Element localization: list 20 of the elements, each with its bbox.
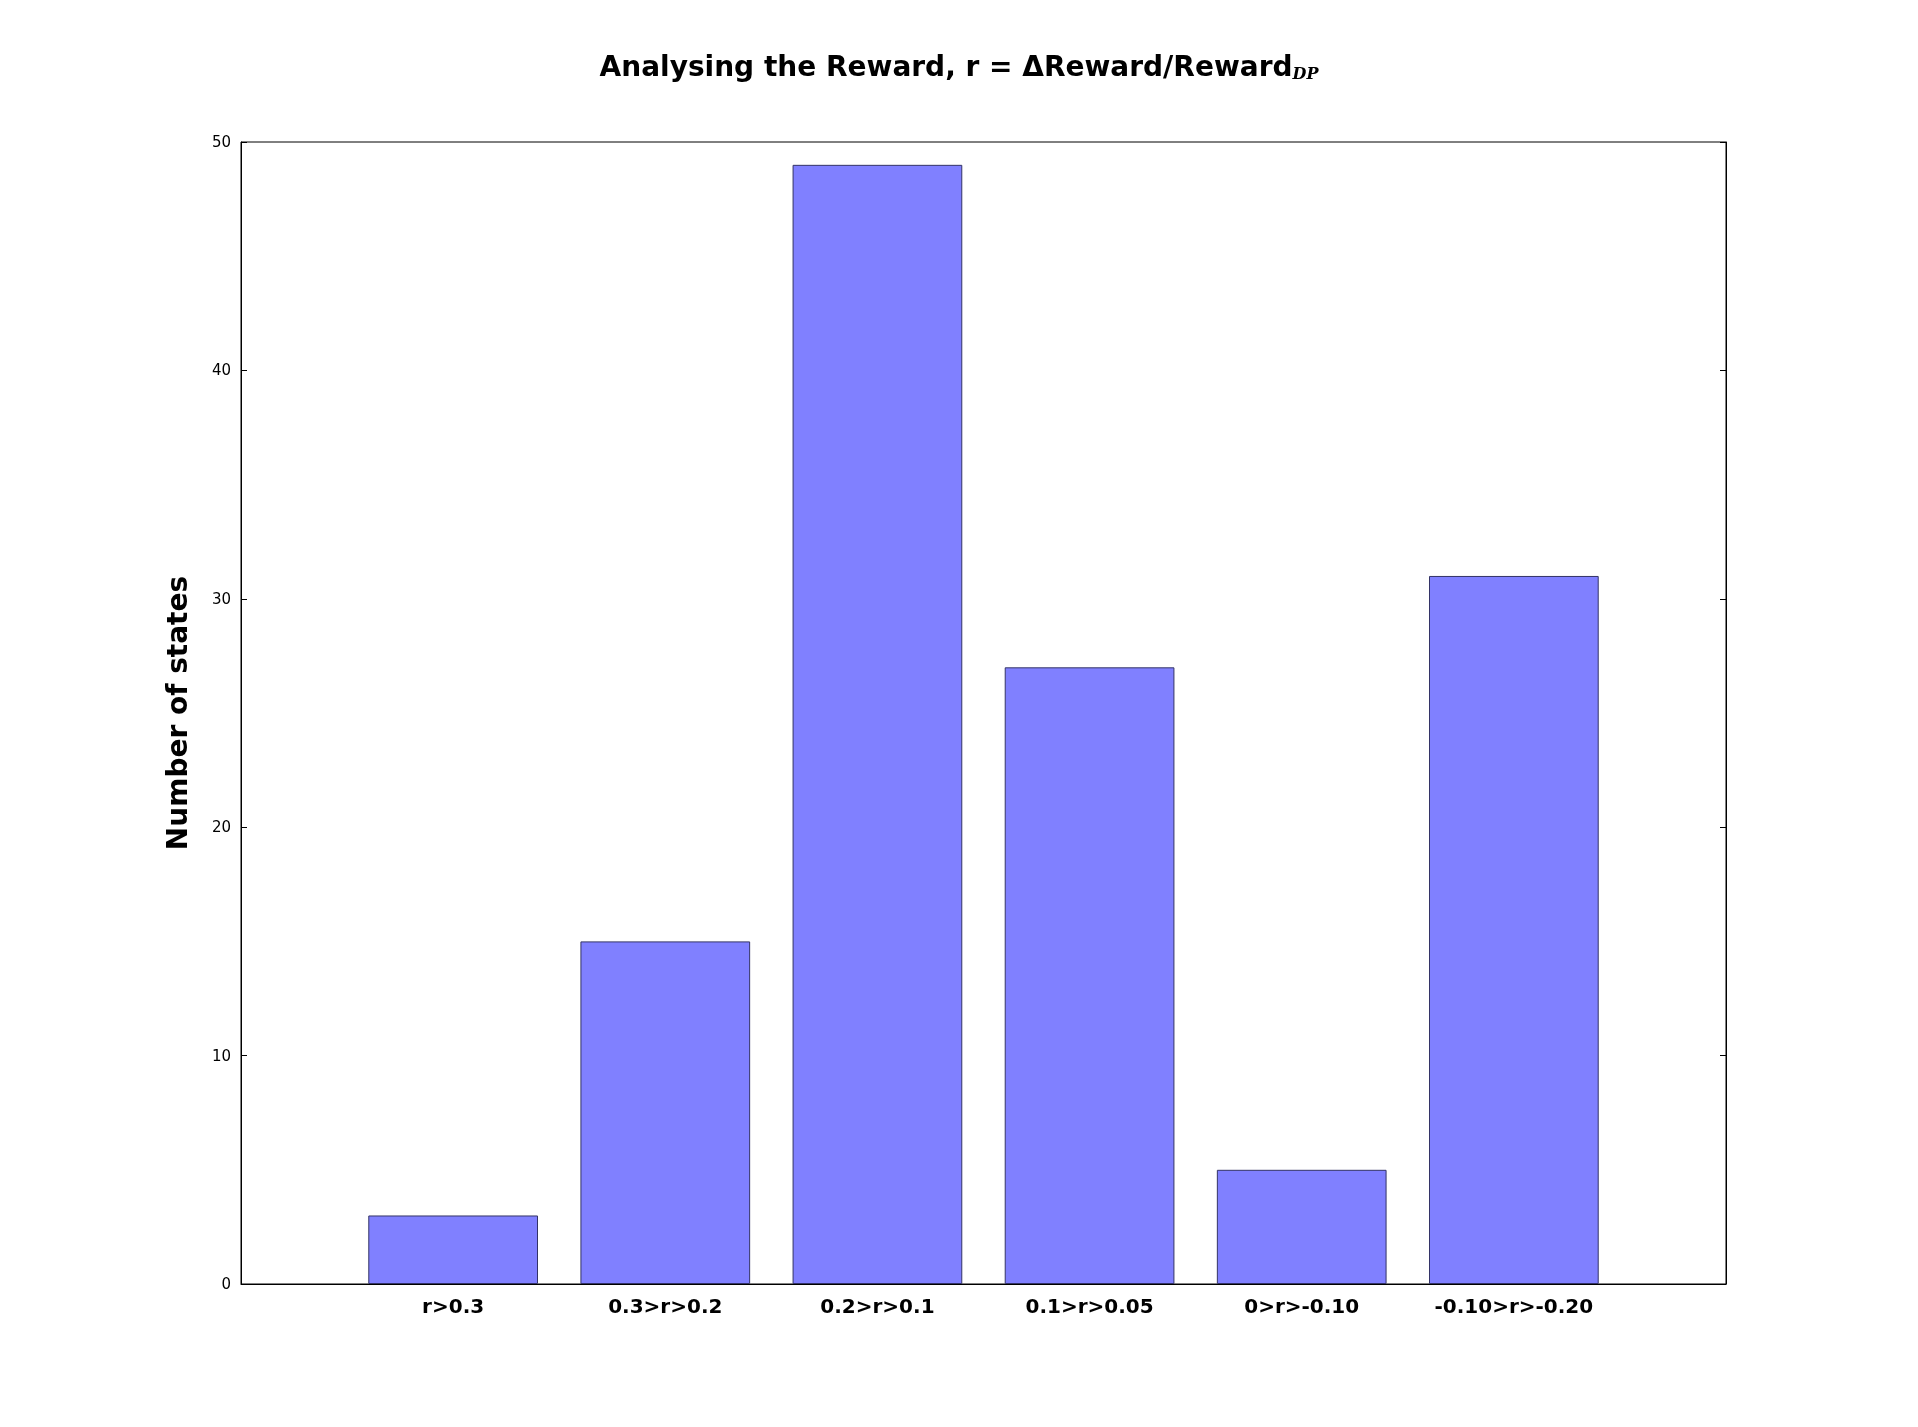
bar — [1429, 575, 1599, 1284]
y-tick-label: 30 — [211, 589, 231, 608]
x-tick-label: 0>r>-0.10 — [1244, 1294, 1360, 1318]
x-tick-label: -0.10>r>-0.20 — [1434, 1294, 1594, 1318]
x-tick-label: 0.2>r>0.1 — [820, 1294, 935, 1318]
bar — [792, 164, 963, 1284]
bar — [1216, 1169, 1387, 1284]
x-tick-label: r>0.3 — [422, 1294, 485, 1318]
bar — [580, 941, 751, 1284]
x-tick-label: 0.3>r>0.2 — [608, 1294, 723, 1318]
y-axis-title: Number of states — [160, 575, 194, 851]
y-tick-label: 10 — [211, 1046, 231, 1065]
chart-title: Analysing the Reward, r = ΔReward/RewardDP — [599, 49, 1320, 83]
y-tick-label: 20 — [211, 818, 231, 837]
y-tick-label: 50 — [211, 133, 231, 151]
y-tick-label: 0 — [221, 1275, 231, 1293]
bar — [368, 1215, 538, 1284]
bar — [1004, 667, 1175, 1284]
x-tick-label: 0.1>r>0.05 — [1025, 1294, 1154, 1318]
y-tick-label: 40 — [211, 361, 231, 380]
